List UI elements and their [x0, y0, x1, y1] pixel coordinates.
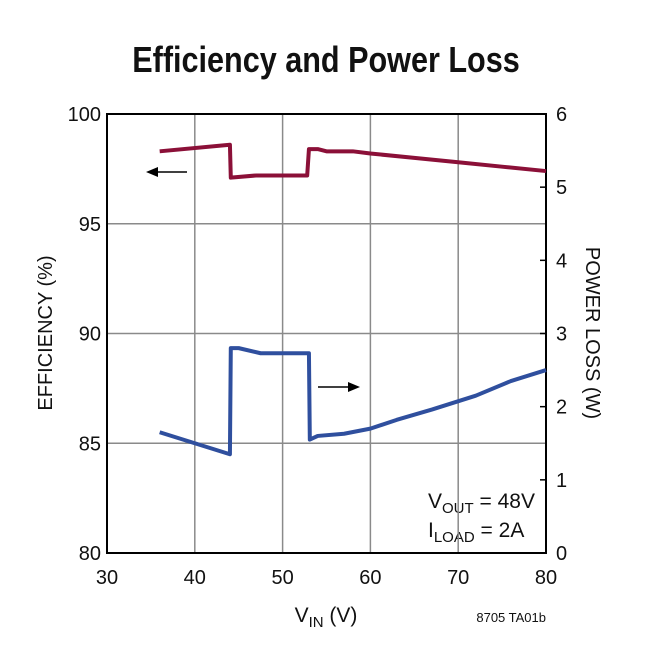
x-tick-label: 60 [359, 567, 381, 589]
x-tick-label: 40 [184, 567, 206, 589]
plot-frame [106, 113, 547, 554]
y2-tick-label: 6 [556, 104, 567, 126]
x-label-sub: IN [309, 614, 324, 631]
y2-tick-label: 2 [556, 397, 567, 419]
arrowhead [146, 167, 158, 177]
arrows [146, 167, 360, 392]
y-tick-label: 80 [79, 543, 101, 565]
x-tick-label: 50 [271, 567, 293, 589]
x-tick-label: 80 [535, 567, 557, 589]
y-tick-label: 90 [79, 324, 101, 346]
series-line [159, 142, 547, 180]
x-label-rest: (V) [324, 604, 358, 627]
y2-tick-label: 4 [556, 250, 567, 272]
annotation-main: V [428, 490, 442, 513]
y2-tick-label: 1 [556, 470, 567, 492]
x-tick-label: 30 [96, 567, 118, 589]
y2-tick-label: 0 [556, 543, 567, 565]
annotation-rest: = 2A [475, 519, 525, 542]
series-line [159, 346, 547, 457]
y-tick-label: 85 [79, 433, 101, 455]
annotation-sub: LOAD [434, 529, 475, 546]
y-axis-label: EFFICIENCY (%) [35, 255, 57, 410]
annotation: VOUT = 48V [428, 490, 535, 517]
annotation-rest: = 48V [474, 490, 535, 513]
y2-axis-label: POWER LOSS (W) [581, 247, 603, 419]
y-tick-label: 95 [79, 214, 101, 236]
y2-tick-label: 5 [556, 177, 567, 199]
y-tick-label: 100 [68, 104, 101, 126]
y2-tick-label: 3 [556, 324, 567, 346]
x-tick-label: 70 [447, 567, 469, 589]
annotation-main: I [428, 519, 434, 542]
annotation: ILOAD = 2A [428, 519, 524, 546]
chart-title: Efficiency and Power Loss [132, 41, 520, 81]
arrowhead [348, 382, 360, 392]
x-axis-label: VIN (V) [295, 604, 358, 631]
x-label-main: V [295, 604, 309, 627]
footnote: 8705 TA01b [476, 610, 546, 625]
